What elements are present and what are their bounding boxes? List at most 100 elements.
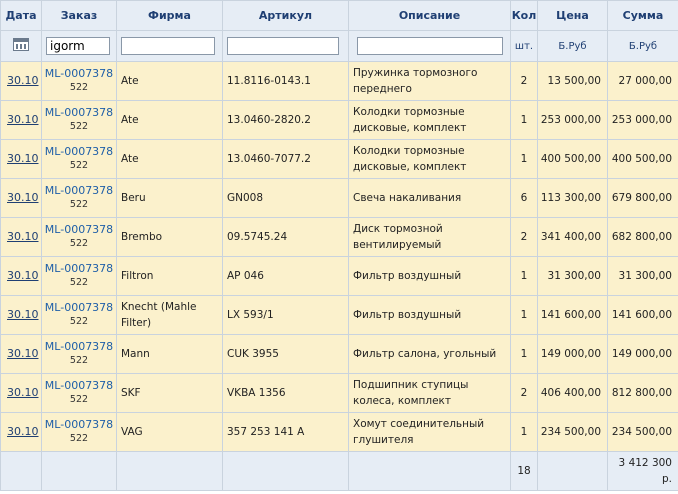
row-description: Колодки тормозные дисковые, комплект — [348, 139, 511, 179]
row-date-cell: 30.10 — [0, 178, 42, 218]
row-description: Пружинка тормозного переднего — [348, 61, 511, 101]
row-price: 149 000,00 — [537, 334, 608, 374]
row-article: VKBA 1356 — [222, 373, 349, 413]
date-link[interactable]: 30.10 — [7, 230, 39, 243]
row-order-cell: ML-0007378 522 — [41, 412, 117, 452]
order-sub-number: 522 — [69, 121, 89, 132]
row-description: Фильтр воздушный — [348, 256, 511, 296]
order-link[interactable]: ML-0007378 — [44, 301, 114, 314]
order-link[interactable]: ML-0007378 — [44, 379, 114, 392]
date-link[interactable]: 30.10 — [7, 152, 39, 165]
row-order-cell: ML-0007378 522 — [41, 61, 117, 101]
totals-empty — [116, 451, 223, 491]
order-link[interactable]: ML-0007378 — [44, 106, 114, 119]
row-order-cell: ML-0007378 522 — [41, 256, 117, 296]
sum-unit: Б.Руб — [607, 30, 678, 62]
row-date-cell: 30.10 — [0, 334, 42, 374]
header-row: Дата Заказ Фирма Артикул Описание Кол Це… — [0, 0, 678, 31]
date-link[interactable]: 30.10 — [7, 386, 39, 399]
order-filter-input[interactable] — [46, 37, 110, 55]
date-link[interactable]: 30.10 — [7, 347, 39, 360]
order-link[interactable]: ML-0007378 — [44, 184, 114, 197]
totals-row: 18 3 412 300 р. — [0, 451, 678, 491]
row-date-cell: 30.10 — [0, 61, 42, 101]
row-sum: 149 000,00 — [607, 334, 678, 374]
row-date-cell: 30.10 — [0, 217, 42, 257]
row-sum: 253 000,00 — [607, 100, 678, 140]
description-filter-input[interactable] — [357, 37, 503, 55]
date-link[interactable]: 30.10 — [7, 308, 39, 321]
row-order-cell: ML-0007378 522 — [41, 100, 117, 140]
totals-empty — [0, 451, 42, 491]
row-price: 141 600,00 — [537, 295, 608, 335]
row-price: 234 500,00 — [537, 412, 608, 452]
calendar-icon[interactable] — [13, 38, 29, 51]
table-row: 30.10 ML-0007378 522 Beru GN008 Свеча накалив… — [0, 178, 678, 218]
qty-unit: шт. — [510, 30, 538, 62]
row-date-cell: 30.10 — [0, 412, 42, 452]
row-description: Свеча накаливания — [348, 178, 511, 218]
order-link[interactable]: ML-0007378 — [44, 262, 114, 275]
col-header-date[interactable]: Дата — [0, 0, 42, 31]
date-link[interactable]: 30.10 — [7, 425, 39, 438]
row-sum: 27 000,00 — [607, 61, 678, 101]
date-link[interactable]: 30.10 — [7, 113, 39, 126]
row-price: 113 300,00 — [537, 178, 608, 218]
row-order-cell: ML-0007378 522 — [41, 373, 117, 413]
row-description: Подшипник ступицы колеса, комплект — [348, 373, 511, 413]
row-date-cell: 30.10 — [0, 295, 42, 335]
row-price: 13 500,00 — [537, 61, 608, 101]
row-firm: Filtron — [116, 256, 223, 296]
row-firm: VAG — [116, 412, 223, 452]
row-qty: 1 — [510, 334, 538, 374]
row-firm: Beru — [116, 178, 223, 218]
order-filter-cell — [41, 30, 117, 62]
order-sub-number: 522 — [69, 238, 89, 249]
row-firm: Ate — [116, 61, 223, 101]
table-row: 30.10 ML-0007378 522 Knecht (Mahle Filter) L… — [0, 295, 678, 335]
table-row: 30.10 ML-0007378 522 Brembo 09.5745.24 Диск т… — [0, 217, 678, 257]
table-row: 30.10 ML-0007378 522 Ate 13.0460-7077.2 Колод… — [0, 139, 678, 179]
row-order-cell: ML-0007378 522 — [41, 139, 117, 179]
row-price: 341 400,00 — [537, 217, 608, 257]
order-sub-number: 522 — [69, 82, 89, 93]
order-link[interactable]: ML-0007378 — [44, 223, 114, 236]
col-header-price[interactable]: Цена — [537, 0, 608, 31]
order-link[interactable]: ML-0007378 — [44, 145, 114, 158]
col-header-order[interactable]: Заказ — [41, 0, 117, 31]
col-header-article[interactable]: Артикул — [222, 0, 349, 31]
row-sum: 234 500,00 — [607, 412, 678, 452]
description-filter-cell — [348, 30, 511, 62]
date-link[interactable]: 30.10 — [7, 269, 39, 282]
col-header-qty[interactable]: Кол — [510, 0, 538, 31]
order-sub-number: 522 — [69, 277, 89, 288]
table-row: 30.10 ML-0007378 522 SKF VKBA 1356 Подшипник … — [0, 373, 678, 413]
row-order-cell: ML-0007378 522 — [41, 217, 117, 257]
order-link[interactable]: ML-0007378 — [44, 67, 114, 80]
date-link[interactable]: 30.10 — [7, 191, 39, 204]
date-link[interactable]: 30.10 — [7, 74, 39, 87]
col-header-firm[interactable]: Фирма — [116, 0, 223, 31]
order-link[interactable]: ML-0007378 — [44, 418, 114, 431]
row-article: LX 593/1 — [222, 295, 349, 335]
col-header-sum[interactable]: Сумма — [607, 0, 678, 31]
row-qty: 1 — [510, 139, 538, 179]
col-header-description[interactable]: Описание — [348, 0, 511, 31]
row-article: 13.0460-7077.2 — [222, 139, 349, 179]
total-qty: 18 — [510, 451, 538, 491]
article-filter-input[interactable] — [227, 37, 339, 55]
row-order-cell: ML-0007378 522 — [41, 334, 117, 374]
row-price: 253 000,00 — [537, 100, 608, 140]
row-firm: SKF — [116, 373, 223, 413]
row-article: GN008 — [222, 178, 349, 218]
order-link[interactable]: ML-0007378 — [44, 340, 114, 353]
row-firm: Brembo — [116, 217, 223, 257]
table-row: 30.10 ML-0007378 522 Ate 13.0460-2820.2 Колод… — [0, 100, 678, 140]
row-description: Хомут соединительный глушителя — [348, 412, 511, 452]
row-qty: 2 — [510, 373, 538, 413]
row-qty: 1 — [510, 100, 538, 140]
row-sum: 679 800,00 — [607, 178, 678, 218]
firm-filter-input[interactable] — [121, 37, 215, 55]
article-filter-cell — [222, 30, 349, 62]
